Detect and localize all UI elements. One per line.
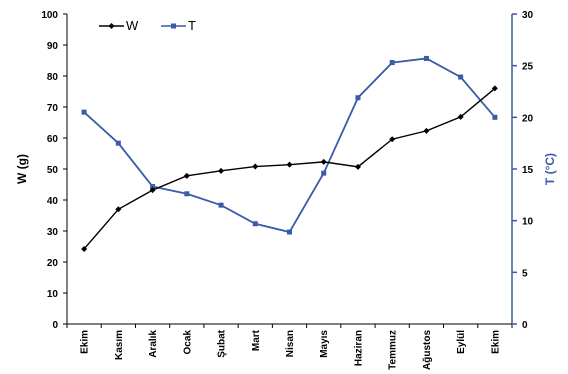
- left-y-tick-label: 30: [47, 227, 59, 238]
- right-y-tick-label: 10: [522, 217, 534, 228]
- right-y-tick-label: 5: [522, 268, 528, 279]
- right-y-tick-label: 30: [522, 10, 534, 21]
- series-t-point: [423, 55, 429, 61]
- left-y-tick-label: 90: [47, 41, 59, 52]
- x-tick-label: Kasım: [114, 330, 125, 360]
- x-tick-label: Haziran: [353, 330, 364, 366]
- series-t-point: [81, 109, 87, 115]
- series-w-point: [115, 206, 122, 213]
- series-w-point: [81, 245, 88, 252]
- x-tick-label: Nisan: [285, 330, 296, 357]
- left-y-tick-label: 40: [47, 196, 59, 207]
- x-tick-label: Ağustos: [422, 330, 433, 370]
- left-y-tick-label: 60: [47, 134, 59, 145]
- x-tick-label: Şubat: [217, 329, 228, 357]
- series-w-point: [491, 85, 498, 92]
- series-t-point: [150, 184, 156, 190]
- axes: [63, 13, 517, 328]
- right-y-tick-label: 0: [522, 320, 528, 331]
- x-tick-labels: Ekim Kasım Aralık Ocak Şubat Mart Nisan Mayıs Ha…: [80, 329, 502, 370]
- series-w-point: [286, 161, 293, 168]
- series-t-point: [355, 95, 361, 101]
- x-tick-label: Ekim: [490, 330, 501, 354]
- series-t-point: [184, 191, 190, 197]
- left-y-tick-label: 80: [47, 72, 59, 83]
- right-y-tick-label: 20: [522, 113, 534, 124]
- series-w-point: [457, 113, 464, 120]
- series-w-line: [83, 87, 496, 250]
- series-w-point: [389, 136, 396, 143]
- legend: W T: [99, 18, 196, 33]
- series-w-point: [320, 158, 327, 165]
- left-y-tick-label: 100: [41, 10, 58, 21]
- legend-item-t: T: [161, 18, 196, 33]
- series-t-point: [492, 114, 498, 120]
- series-w-point: [149, 187, 156, 194]
- legend-t-marker: [171, 23, 176, 29]
- series-t-point: [218, 202, 224, 208]
- series-w-point: [354, 163, 361, 170]
- left-y-tick-label: 0: [52, 320, 58, 331]
- series-t-line: [83, 57, 496, 234]
- right-y-axis-title: T (°C): [543, 153, 557, 185]
- left-y-tick-label: 70: [47, 103, 59, 114]
- series-w-point: [423, 127, 430, 134]
- legend-w-label: W: [126, 18, 139, 33]
- left-y-tick-label: 50: [47, 165, 59, 176]
- series-t-point: [252, 221, 258, 227]
- x-tick-label: Mart: [251, 329, 262, 351]
- series-t-point: [458, 74, 464, 80]
- x-tick-label: Ocak: [182, 330, 193, 355]
- right-y-tick-label: 25: [522, 62, 534, 73]
- left-y-tick-labels: 0 10 20 30 40 50 60 70 80 90 100: [41, 10, 58, 331]
- x-tick-label: Temmuz: [388, 330, 399, 370]
- left-y-tick-label: 20: [47, 258, 59, 269]
- x-tick-label: Eylül: [456, 330, 467, 354]
- series-t-point: [389, 60, 395, 66]
- legend-t-label: T: [188, 18, 196, 33]
- series-layer: [81, 55, 498, 252]
- x-tick-label: Aralık: [148, 330, 159, 358]
- x-tick-label: Mayıs: [319, 330, 330, 358]
- series-w-point: [252, 163, 259, 170]
- series-w-point: [218, 167, 225, 174]
- x-tick-label: Ekim: [80, 330, 91, 354]
- right-y-tick-label: 15: [522, 165, 534, 176]
- left-y-tick-label: 10: [47, 289, 59, 300]
- left-y-axis-title: W (g): [15, 154, 29, 184]
- legend-w-marker: [108, 23, 115, 29]
- series-t-point: [287, 229, 292, 235]
- series-w-point: [183, 172, 190, 179]
- right-y-tick-labels: 0 5 10 15 20 25 30: [522, 10, 534, 331]
- series-t-point: [115, 140, 121, 146]
- legend-item-w: W: [99, 18, 139, 33]
- series-t-point: [321, 170, 327, 176]
